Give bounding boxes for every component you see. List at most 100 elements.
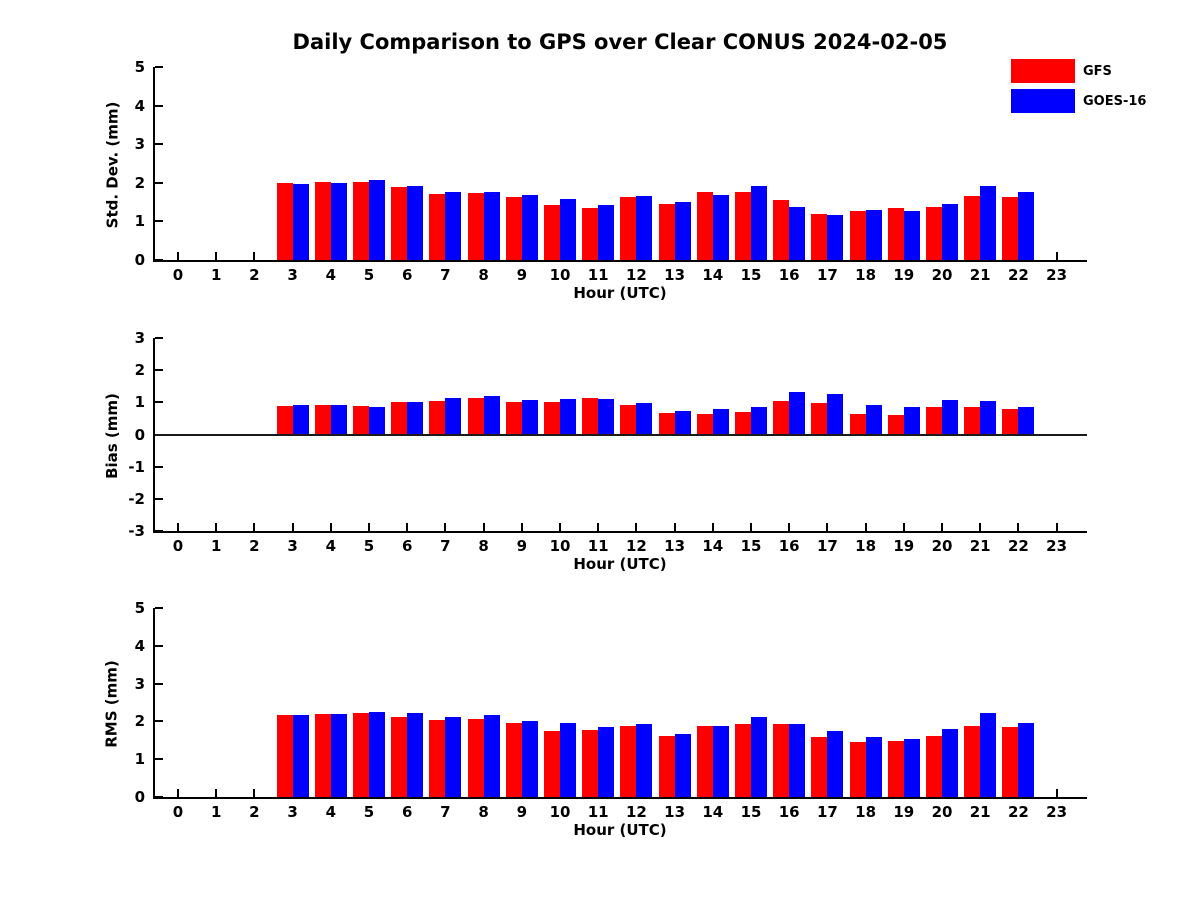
legend-label-gfs: GFS — [1083, 63, 1112, 79]
x-tick-label: 8 — [478, 266, 489, 284]
x-tick-label: 4 — [325, 537, 337, 555]
legend-item-goes16: GOES-16 — [1011, 89, 1146, 113]
bar-gfs-hour-9 — [505, 401, 522, 435]
y-tick-label: -2 — [128, 489, 145, 508]
x-tick-label: 0 — [172, 266, 184, 284]
bar-gfs-hour-11 — [582, 208, 599, 260]
x-tick — [673, 523, 676, 531]
x-tick — [1055, 252, 1058, 260]
y-tick-label: 0 — [134, 425, 145, 444]
bar-gfs-hour-20 — [926, 207, 942, 260]
bar-gfs-hour-12 — [620, 197, 637, 260]
bar-goes-16-hour-8 — [483, 395, 500, 435]
bar-goes-16-hour-22 — [1018, 722, 1035, 797]
y-tick — [155, 143, 163, 146]
x-tick-label: 15 — [740, 803, 762, 821]
x-tick — [253, 252, 256, 260]
bar-goes-16-hour-21 — [980, 185, 997, 260]
bar-goes-16-hour-18 — [865, 404, 882, 435]
bar-gfs-hour-10 — [544, 401, 560, 435]
x-tick-label: 13 — [664, 266, 686, 284]
x-tick-label: 16 — [778, 537, 800, 555]
bar-gfs-hour-15 — [735, 412, 751, 435]
bar-goes-16-hour-3 — [292, 183, 309, 260]
x-tick-label: 20 — [931, 537, 953, 555]
x-tick-label: 12 — [625, 537, 647, 555]
bar-goes-16-hour-4 — [330, 182, 347, 260]
bar-goes-16-hour-12 — [636, 196, 653, 260]
bar-gfs-hour-6 — [391, 187, 408, 260]
x-tick-label: 21 — [969, 537, 991, 555]
x-tick-label: 4 — [325, 266, 337, 284]
x-tick — [253, 523, 256, 531]
chart-panel-rms: RMS (mm) 0 1 2 3 4 5 0 1 2 3 4 5 6 7 8 9 10 11 12 13 14 15 16 1… — [103, 599, 1087, 839]
bar-gfs-hour-6 — [391, 717, 408, 797]
bar-goes-16-hour-5 — [369, 179, 385, 260]
bar-gfs-hour-7 — [429, 194, 446, 260]
x-tick-label: 12 — [625, 266, 647, 284]
bar-gfs-hour-17 — [811, 214, 828, 260]
bar-gfs-hour-3 — [276, 405, 293, 435]
x-tick — [177, 789, 179, 797]
bar-goes-16-hour-16 — [789, 207, 806, 260]
bar-gfs-hour-8 — [467, 718, 484, 797]
x-axis-label-stddev: Hour (UTC) — [573, 284, 667, 302]
x-tick-label: 19 — [893, 537, 915, 555]
bar-goes-16-hour-14 — [712, 408, 729, 435]
bar-gfs-hour-17 — [811, 403, 828, 435]
x-tick-label: 10 — [549, 537, 571, 555]
x-tick-label: 23 — [1046, 803, 1068, 821]
y-tick-label: 3 — [134, 329, 145, 347]
y-tick — [155, 644, 163, 647]
bar-goes-16-hour-18 — [865, 737, 882, 797]
x-tick-label: 9 — [516, 537, 528, 555]
y-tick — [155, 796, 163, 798]
bar-goes-16-hour-9 — [521, 721, 538, 797]
bar-goes-16-hour-15 — [751, 186, 767, 260]
y-tick — [155, 220, 163, 223]
bar-goes-16-hour-10 — [560, 722, 576, 797]
bar-goes-16-hour-22 — [1018, 406, 1035, 435]
x-tick-label: 23 — [1046, 537, 1068, 555]
x-tick-label: 22 — [1007, 537, 1029, 555]
y-tick-label: 4 — [134, 636, 145, 655]
plot-area-stddev: 0 1 2 3 4 5 0 1 2 3 4 5 6 7 8 9 10 11 12 13 14 15 16 17 18 19 20 21… — [135, 58, 1087, 284]
x-tick-label: 6 — [401, 537, 413, 555]
x-tick-label: 7 — [440, 803, 451, 821]
bar-gfs-hour-6 — [391, 402, 408, 435]
bar-gfs-hour-14 — [696, 725, 713, 797]
x-tick — [406, 523, 409, 531]
bar-gfs-hour-3 — [276, 714, 293, 797]
x-tick-label: 2 — [249, 803, 260, 821]
x-tick-label: 10 — [549, 803, 571, 821]
x-tick-label: 9 — [516, 266, 528, 284]
x-tick — [597, 523, 600, 531]
bar-goes-16-hour-13 — [674, 202, 691, 260]
x-tick-label: 13 — [664, 803, 686, 821]
x-tick — [215, 789, 218, 797]
x-tick — [941, 523, 943, 531]
bar-goes-16-hour-8 — [483, 714, 500, 797]
bar-gfs-hour-11 — [582, 398, 599, 435]
bar-gfs-hour-16 — [773, 401, 790, 435]
x-tick-label: 8 — [478, 537, 489, 555]
bar-goes-16-hour-7 — [445, 192, 462, 260]
bar-gfs-hour-9 — [505, 723, 522, 797]
bar-goes-16-hour-17 — [827, 215, 844, 260]
y-tick — [155, 401, 163, 404]
bar-goes-16-hour-21 — [980, 713, 997, 797]
x-tick — [368, 523, 370, 531]
bar-goes-16-hour-11 — [598, 205, 615, 260]
x-tick-label: 17 — [816, 266, 838, 284]
bar-goes-16-hour-13 — [674, 734, 691, 797]
x-tick — [520, 523, 523, 531]
y-tick-label: 3 — [134, 674, 145, 693]
x-tick-label: 7 — [440, 266, 451, 284]
bar-goes-16-hour-10 — [560, 399, 576, 435]
legend-swatch-goes16 — [1011, 89, 1075, 113]
y-tick — [155, 758, 163, 761]
x-tick — [253, 789, 256, 797]
bar-gfs-hour-15 — [735, 192, 751, 260]
x-tick-label: 17 — [816, 803, 838, 821]
bar-goes-16-hour-20 — [942, 729, 958, 797]
